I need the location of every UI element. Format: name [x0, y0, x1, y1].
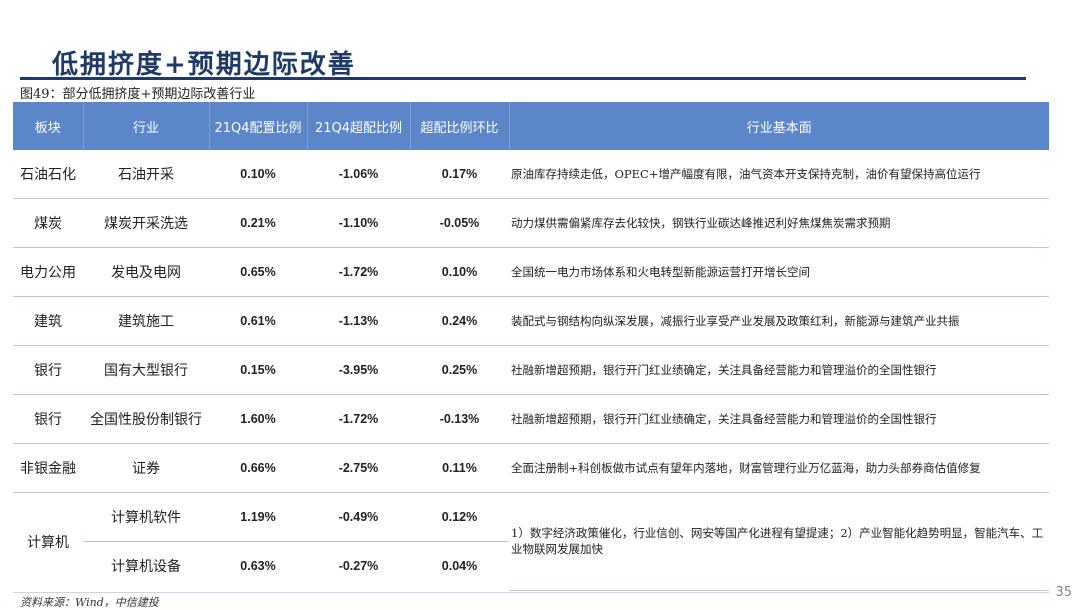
table-row: 石油石化 石油开采 0.10% -1.06% 0.17% 原油库存持续走低，OP…	[13, 150, 1049, 199]
sector-cell: 非银金融	[13, 443, 83, 493]
header-change: 超配比例环比	[410, 102, 510, 150]
change-cell: 0.10%	[410, 247, 509, 297]
overweight-cell: -2.75%	[307, 443, 410, 493]
overweight-cell: -3.95%	[307, 345, 410, 395]
overweight-cell: -1.72%	[307, 247, 410, 297]
table-row: 电力公用 发电及电网 0.65% -1.72% 0.10% 全国统一电力市场体系…	[13, 247, 1049, 297]
change-cell: -0.13%	[410, 394, 509, 444]
change-cell: 0.12%	[410, 492, 509, 542]
fundamentals-cell: 全国统一电力市场体系和火电转型新能源运营打开增长空间	[509, 247, 1049, 297]
industry-cell: 发电及电网	[83, 247, 209, 297]
change-cell: 0.24%	[410, 296, 509, 346]
allocation-cell: 0.63%	[209, 541, 307, 590]
allocation-cell: 0.15%	[209, 345, 307, 395]
sector-cell: 煤炭	[13, 198, 83, 248]
sector-cell: 银行	[13, 345, 83, 395]
industry-cell: 国有大型银行	[83, 345, 209, 395]
overweight-cell: -0.27%	[307, 541, 410, 590]
table-row: 计算机设备 0.63% -0.27% 0.04%	[13, 541, 1049, 590]
allocation-cell: 0.65%	[209, 247, 307, 297]
change-cell: 0.04%	[410, 541, 509, 590]
sector-cell: 建筑	[13, 296, 83, 346]
source-note: 资料来源：Wind，中信建投	[20, 596, 159, 609]
overweight-cell: -1.13%	[307, 296, 410, 346]
industry-cell: 煤炭开采洗选	[83, 198, 209, 248]
fundamentals-cell: 1）数字经济政策催化，行业信创、网安等国产化进程有望提速；2）产业智能化趋势明显…	[509, 492, 1049, 591]
fundamentals-cell: 动力煤供需偏紧库存去化较快，钢铁行业碳达峰推迟利好焦煤焦炭需求预期	[509, 198, 1049, 248]
industry-cell: 石油开采	[83, 150, 209, 199]
industry-cell: 计算机设备	[83, 541, 209, 590]
table-row: 煤炭 煤炭开采洗选 0.21% -1.10% -0.05% 动力煤供需偏紧库存去…	[13, 198, 1049, 248]
header-fundamentals: 行业基本面	[509, 102, 1049, 150]
sector-cell: 电力公用	[13, 247, 83, 297]
sector-cell: 石油石化	[13, 150, 83, 199]
fundamentals-cell: 社融新增超预期，银行开门红业绩确定，关注具备经营能力和管理溢价的全国性银行	[509, 394, 1049, 444]
table-row: 银行 全国性股份制银行 1.60% -1.72% -0.13% 社融新增超预期，…	[13, 394, 1049, 444]
overweight-cell: -1.10%	[307, 198, 410, 248]
allocation-cell: 0.66%	[209, 443, 307, 493]
fundamentals-cell: 原油库存持续走低，OPEC+增产幅度有限，油气资本开支保持克制，油价有望保持高位…	[509, 150, 1049, 199]
table-row: 非银金融 证券 0.66% -2.75% 0.11% 全面注册制+科创板做市试点…	[13, 443, 1049, 493]
allocation-cell: 0.10%	[209, 150, 307, 199]
page-number: 35	[1055, 585, 1072, 600]
allocation-cell: 1.60%	[209, 394, 307, 444]
table-row: 计算机 计算机软件 1.19% -0.49% 0.12% 1）数字经济政策催化，…	[13, 492, 1049, 591]
fundamentals-cell: 装配式与钢结构向纵深发展，减振行业享受产业发展及政策红利，新能源与建筑产业共振	[509, 296, 1049, 346]
header-industry: 行业	[83, 102, 210, 150]
figure-caption: 图49：部分低拥挤度+预期边际改善行业	[20, 87, 256, 102]
fundamentals-cell: 社融新增超预期，银行开门红业绩确定，关注具备经营能力和管理溢价的全国性银行	[509, 345, 1049, 395]
table-header-row: 板块 行业 21Q4配置比例 21Q4超配比例 超配比例环比 行业基本面	[13, 102, 1049, 150]
industry-cell: 计算机软件	[83, 492, 209, 542]
industry-cell: 证券	[83, 443, 209, 493]
title-divider	[20, 77, 1026, 80]
allocation-cell: 0.61%	[209, 296, 307, 346]
change-cell: 0.11%	[410, 443, 509, 493]
fundamentals-cell: 全面注册制+科创板做市试点有望年内落地，财富管理行业万亿蓝海，助力头部券商估值修…	[509, 443, 1049, 493]
table-row: 建筑 建筑施工 0.61% -1.13% 0.24% 装配式与钢结构向纵深发展，…	[13, 296, 1049, 346]
overweight-cell: -0.49%	[307, 492, 410, 542]
header-overweight: 21Q4超配比例	[307, 102, 411, 150]
overweight-cell: -1.72%	[307, 394, 410, 444]
allocation-cell: 1.19%	[209, 492, 307, 542]
table-row: 银行 国有大型银行 0.15% -3.95% 0.25% 社融新增超预期，银行开…	[13, 345, 1049, 395]
change-cell: 0.25%	[410, 345, 509, 395]
industry-cell: 全国性股份制银行	[83, 394, 209, 444]
allocation-cell: 0.21%	[209, 198, 307, 248]
change-cell: 0.17%	[410, 150, 509, 199]
table-bottom-rule	[13, 592, 1049, 593]
sector-cell: 银行	[13, 394, 83, 444]
header-sector: 板块	[13, 102, 84, 150]
sector-cell: 计算机	[13, 492, 83, 590]
industry-table: 板块 行业 21Q4配置比例 21Q4超配比例 超配比例环比 行业基本面 石油石…	[13, 102, 1049, 591]
header-allocation: 21Q4配置比例	[209, 102, 308, 150]
industry-cell: 建筑施工	[83, 296, 209, 346]
overweight-cell: -1.06%	[307, 150, 410, 199]
change-cell: -0.05%	[410, 198, 509, 248]
page-title: 低拥挤度+预期边际改善	[52, 50, 356, 80]
